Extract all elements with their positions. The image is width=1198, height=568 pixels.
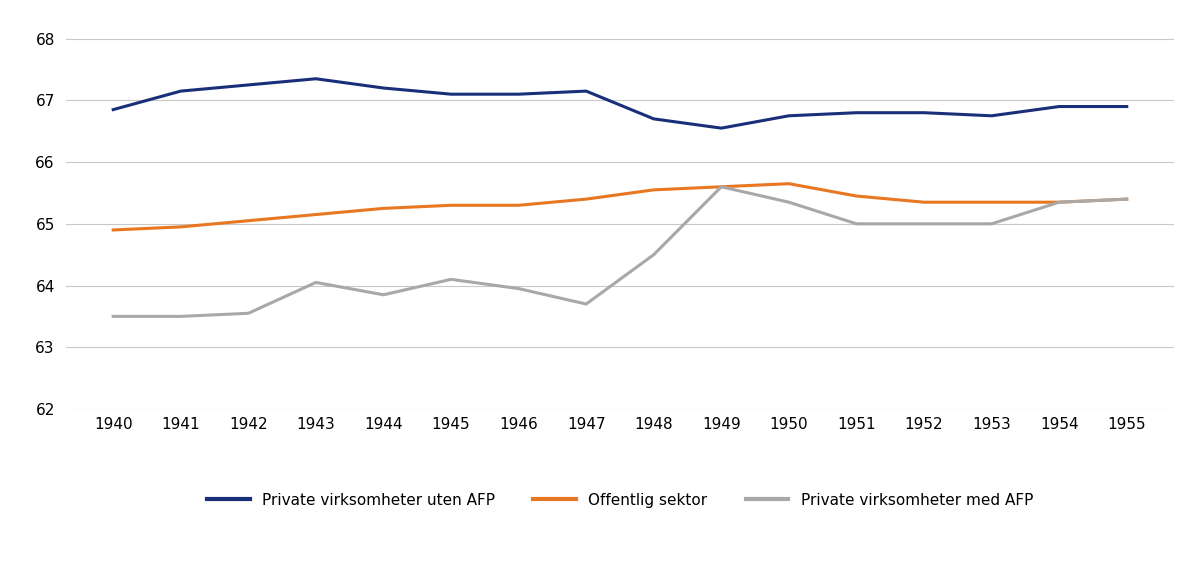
Legend: Private virksomheter uten AFP, Offentlig sektor, Private virksomheter med AFP: Private virksomheter uten AFP, Offentlig… (201, 487, 1039, 515)
